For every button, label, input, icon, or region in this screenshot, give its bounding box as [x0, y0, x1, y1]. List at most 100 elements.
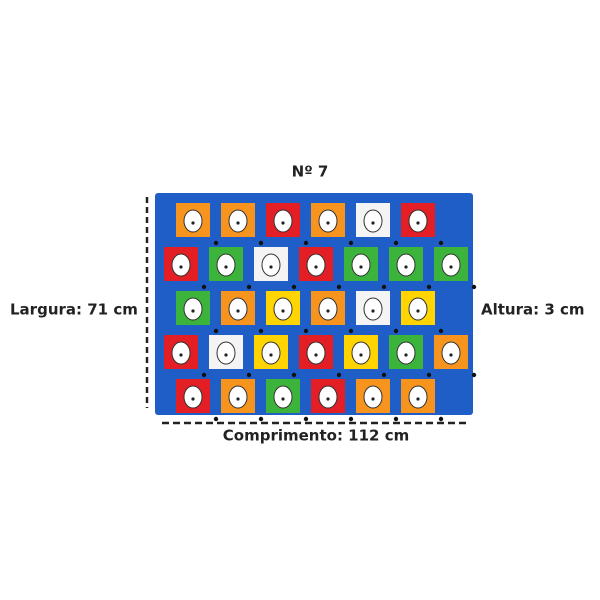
- dog-figure: [396, 253, 416, 277]
- dog-nose: [314, 353, 318, 357]
- height-label: Altura: 3 cm: [481, 301, 585, 319]
- dog-figure: [408, 297, 428, 321]
- dog-figure: [228, 209, 248, 233]
- paw-print: [258, 240, 264, 246]
- paw-print: [471, 284, 477, 290]
- dog-nose: [326, 221, 330, 225]
- paw-print: [291, 284, 297, 290]
- dog-figure: [351, 341, 371, 365]
- dog-nose: [224, 353, 228, 357]
- dog-figure: [261, 341, 281, 365]
- dog-nose: [191, 397, 195, 401]
- dog-nose: [179, 265, 183, 269]
- dog-nose: [404, 353, 408, 357]
- dog-figure: [228, 297, 248, 321]
- dog-nose: [326, 397, 330, 401]
- paw-print: [426, 284, 432, 290]
- dog-figure: [216, 253, 236, 277]
- paw-print: [426, 372, 432, 378]
- dog-figure: [408, 209, 428, 233]
- paw-print: [213, 240, 219, 246]
- paw-print: [438, 416, 444, 422]
- paw-print: [303, 328, 309, 334]
- paw-print: [438, 240, 444, 246]
- dog-figure: [396, 341, 416, 365]
- dog-nose: [281, 309, 285, 313]
- size-number: Nº 7: [292, 163, 329, 181]
- paw-print: [303, 416, 309, 422]
- paw-print: [348, 240, 354, 246]
- paw-print: [246, 284, 252, 290]
- dog-figure: [273, 209, 293, 233]
- dog-nose: [224, 265, 228, 269]
- dog-figure: [261, 253, 281, 277]
- dog-nose: [416, 221, 420, 225]
- paw-print: [348, 328, 354, 334]
- dog-nose: [314, 265, 318, 269]
- dog-nose: [326, 309, 330, 313]
- dog-nose: [281, 397, 285, 401]
- dog-nose: [449, 265, 453, 269]
- dog-nose: [179, 353, 183, 357]
- dog-figure: [273, 385, 293, 409]
- dog-figure: [318, 297, 338, 321]
- dog-nose: [359, 353, 363, 357]
- paw-print: [303, 240, 309, 246]
- mat-pattern: [164, 203, 477, 422]
- dog-figure: [228, 385, 248, 409]
- paw-print: [393, 240, 399, 246]
- dog-figure: [351, 253, 371, 277]
- dog-nose: [269, 265, 273, 269]
- paw-print: [438, 328, 444, 334]
- paw-print: [471, 372, 477, 378]
- paw-print: [246, 372, 252, 378]
- paw-print: [348, 416, 354, 422]
- dog-nose: [269, 353, 273, 357]
- dog-nose: [359, 265, 363, 269]
- dog-nose: [416, 397, 420, 401]
- length-label: Comprimento: 112 cm: [223, 427, 409, 445]
- paw-print: [201, 284, 207, 290]
- dog-figure: [171, 253, 191, 277]
- paw-print: [213, 416, 219, 422]
- dog-nose: [371, 221, 375, 225]
- width-label: Largura: 71 cm: [10, 301, 138, 319]
- paw-print: [213, 328, 219, 334]
- dog-figure: [363, 209, 383, 233]
- dog-figure: [216, 341, 236, 365]
- paw-print: [336, 372, 342, 378]
- dog-nose: [191, 221, 195, 225]
- dog-figure: [408, 385, 428, 409]
- dog-nose: [191, 309, 195, 313]
- dog-figure: [318, 385, 338, 409]
- paw-print: [393, 328, 399, 334]
- dog-figure: [318, 209, 338, 233]
- dog-figure: [306, 253, 326, 277]
- paw-print: [258, 328, 264, 334]
- dog-nose: [371, 309, 375, 313]
- dog-nose: [236, 221, 240, 225]
- paw-print: [381, 372, 387, 378]
- dog-figure: [171, 341, 191, 365]
- dog-figure: [273, 297, 293, 321]
- dog-figure: [363, 385, 383, 409]
- paw-print: [381, 284, 387, 290]
- dog-nose: [449, 353, 453, 357]
- dog-nose: [404, 265, 408, 269]
- dog-figure: [183, 385, 203, 409]
- dog-figure: [183, 297, 203, 321]
- dog-nose: [236, 397, 240, 401]
- paw-print: [291, 372, 297, 378]
- dog-nose: [236, 309, 240, 313]
- dog-figure: [441, 253, 461, 277]
- dog-nose: [371, 397, 375, 401]
- paw-print: [258, 416, 264, 422]
- dog-figure: [183, 209, 203, 233]
- dog-figure: [441, 341, 461, 365]
- dog-figure: [363, 297, 383, 321]
- paw-print: [336, 284, 342, 290]
- dog-nose: [416, 309, 420, 313]
- paw-print: [201, 372, 207, 378]
